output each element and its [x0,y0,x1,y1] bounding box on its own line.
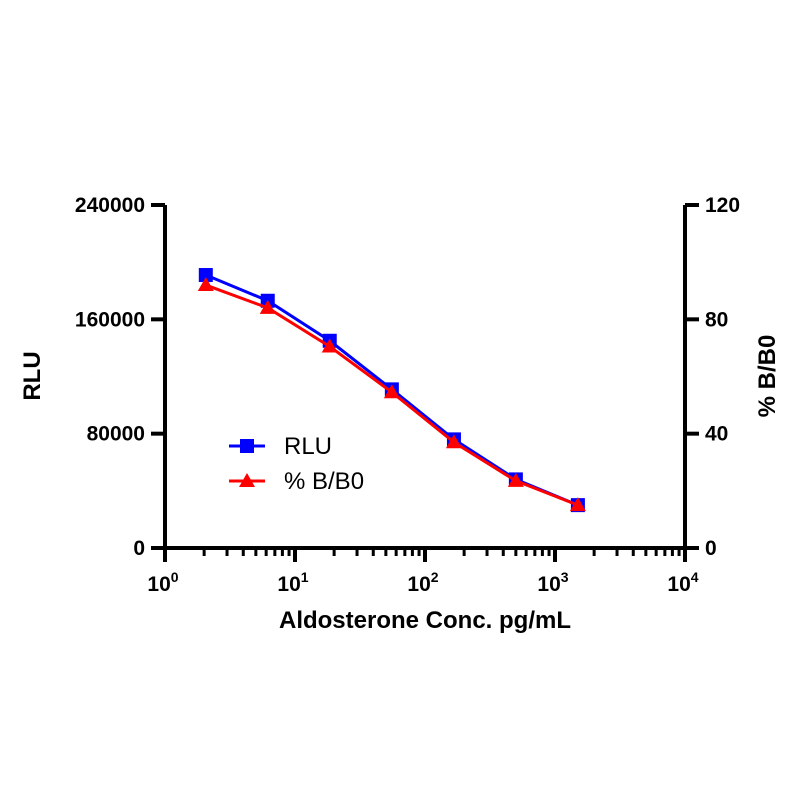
y-axis-title: RLU [19,351,46,400]
y2-tick-label: 40 [705,423,728,446]
y2-axis-title: % B/B0 [754,335,781,418]
legend-label: RLU [284,433,332,460]
y2-tick-label: 120 [705,194,740,217]
y-tick-label: 0 [133,537,145,560]
legend-marker [240,439,254,453]
legend: RLU % B/B0 [229,433,364,495]
y-tick-label: 160000 [75,308,145,331]
data-point [197,277,214,292]
data-point [259,299,276,314]
legend-marker [239,473,255,487]
legend-entry: RLU [229,433,332,460]
data-point [569,497,586,512]
x-tick-label: 103 [537,569,568,596]
y2-tick-label: 0 [705,537,717,560]
x-tick-label: 101 [277,569,308,596]
legend-entry: % B/B0 [229,468,364,495]
y-tick-label: 80000 [87,423,145,446]
data-point [507,472,524,487]
x-axis-title: Aldosterone Conc. pg/mL [279,607,571,634]
x-tick-label: 102 [407,569,438,596]
y2-tick-label: 80 [705,308,728,331]
data-point [383,384,400,399]
data-point [321,338,338,353]
x-tick-label: 104 [667,569,698,596]
legend-label: % B/B0 [284,468,364,495]
data-point [445,434,462,449]
data-point [198,268,213,283]
x-tick-label: 100 [147,569,178,596]
series-b-b0 [197,277,586,512]
y-tick-label: 240000 [75,194,145,217]
axes: 0 80000 160000 240000 0 40 80 120 100 101 102 103 10… [75,194,740,596]
series-layer [197,268,586,513]
